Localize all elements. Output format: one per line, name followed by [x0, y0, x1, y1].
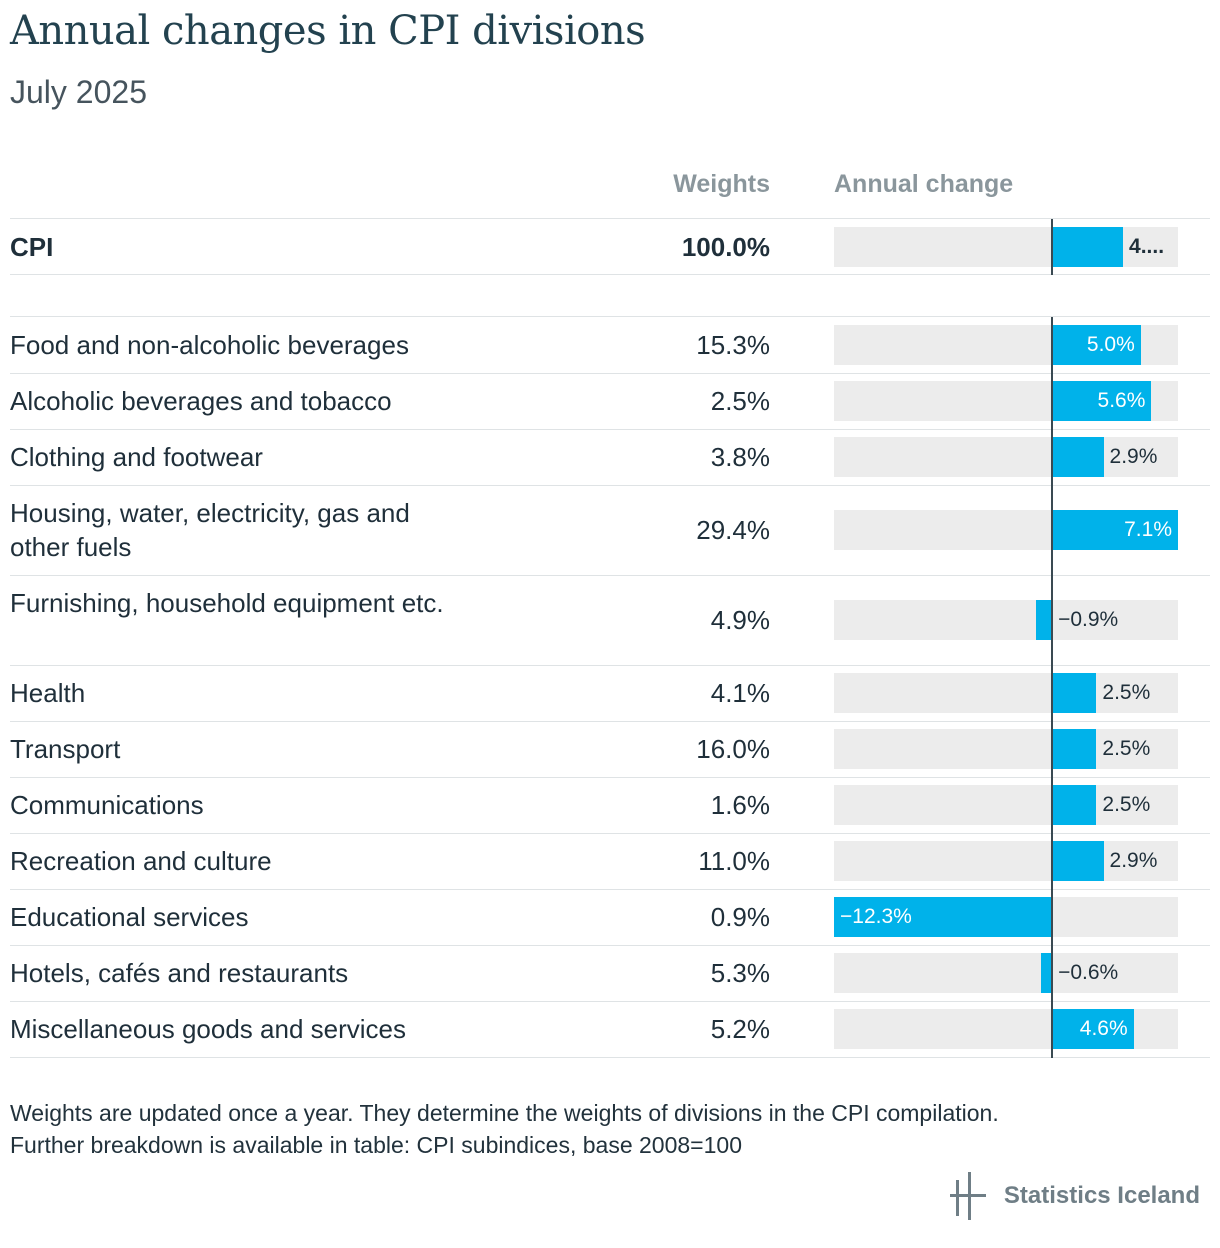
bar-value-label: −12.3%: [840, 905, 912, 928]
row-weight: 5.2%: [710, 1014, 770, 1044]
row-weight: 29.4%: [696, 515, 770, 545]
chart-title: Annual changes in CPI divisions: [10, 8, 646, 54]
row-divider: [10, 274, 1210, 275]
row-divider: [10, 833, 1210, 834]
bar-track: 2.5%: [834, 729, 1178, 769]
bar-track: −12.3%: [834, 897, 1178, 937]
row-divider: [10, 218, 1210, 219]
bar: [1052, 510, 1178, 550]
bar-track: 2.5%: [834, 673, 1178, 713]
bar-track: 4....: [834, 227, 1178, 267]
bar: [834, 897, 1053, 937]
bar-value-label: 7.1%: [1124, 518, 1172, 541]
bar: [1052, 325, 1141, 365]
bar: [1036, 600, 1053, 640]
bar-track: 2.9%: [834, 437, 1178, 477]
bar-track: −0.9%: [834, 600, 1178, 640]
bar: [1052, 381, 1152, 421]
row-label: Housing, water, electricity, gas and oth…: [10, 498, 410, 562]
row-label: Recreation and culture: [10, 846, 272, 876]
bar-value-label: 2.5%: [1102, 793, 1151, 816]
bar-value-label: 5.6%: [1097, 389, 1146, 412]
row-divider: [10, 429, 1210, 430]
row-divider: [10, 1057, 1210, 1058]
bar-value-label: 4....: [1129, 235, 1165, 258]
brand-logo: Statistics Iceland: [949, 1170, 1200, 1222]
row-label: Health: [10, 678, 86, 708]
bar-value-label: −0.6%: [1058, 961, 1119, 984]
bar: [1052, 785, 1097, 825]
bar-value-label: 4.6%: [1079, 1017, 1128, 1040]
row-label: Alcoholic beverages and tobacco: [10, 386, 392, 416]
chart-subtitle: July 2025: [10, 74, 147, 110]
row-label: Communications: [10, 790, 204, 820]
row-weight: 4.1%: [710, 678, 770, 708]
row-label: Educational services: [10, 902, 249, 932]
brand-name: Statistics Iceland: [1003, 1182, 1200, 1209]
row-label: Hotels, cafés and restaurants: [10, 958, 349, 988]
row-weight: 4.9%: [710, 605, 770, 635]
row-weight: 0.9%: [710, 902, 770, 932]
zero-axis-line: [1051, 219, 1054, 275]
weights-column-header: Weights: [673, 170, 770, 198]
row-weight: 16.0%: [696, 734, 770, 764]
row-divider: [10, 373, 1210, 374]
summary-row-weight: 100.0%: [681, 232, 770, 262]
row-divider: [10, 665, 1210, 666]
bar: [1052, 437, 1104, 477]
row-weight: 1.6%: [710, 790, 770, 820]
bar-value-label: −0.9%: [1058, 608, 1119, 631]
bar-value-label: 2.9%: [1109, 445, 1158, 468]
row-label: Transport: [10, 734, 121, 764]
bar-track: 2.9%: [834, 841, 1178, 881]
row-weight: 15.3%: [696, 330, 770, 360]
annual-change-column-header: Annual change: [834, 170, 1014, 198]
row-label: Food and non-alcoholic beverages: [10, 330, 409, 360]
row-divider: [10, 945, 1210, 946]
bar: [1052, 673, 1097, 713]
row-weight: 11.0%: [698, 846, 770, 876]
bar-value-label: 2.9%: [1109, 849, 1158, 872]
bar-value-label: 2.5%: [1102, 737, 1151, 760]
row-divider: [10, 777, 1210, 778]
row-divider: [10, 575, 1210, 576]
summary-row-label: CPI: [10, 232, 54, 262]
zero-axis-line: [1051, 317, 1054, 1058]
bar: [1052, 1009, 1134, 1049]
row-divider: [10, 316, 1210, 317]
row-divider: [10, 889, 1210, 890]
bar-value-label: 2.5%: [1102, 681, 1151, 704]
footnote-weights: Weights are updated once a year. They de…: [10, 1100, 999, 1126]
row-divider: [10, 721, 1210, 722]
bar-track: 7.1%: [834, 510, 1178, 550]
row-weight: 3.8%: [710, 442, 770, 472]
row-divider: [10, 1001, 1210, 1002]
bar: [1052, 227, 1124, 267]
bar-track: 5.6%: [834, 381, 1178, 421]
row-divider: [10, 485, 1210, 486]
row-label: Miscellaneous goods and services: [10, 1014, 406, 1044]
bar: [1052, 841, 1104, 881]
bar-track: −0.6%: [834, 953, 1178, 993]
bar-track: 2.5%: [834, 785, 1178, 825]
bar-track: 4.6%: [834, 1009, 1178, 1049]
bar-value-label: 5.0%: [1086, 333, 1135, 356]
row-weight: 5.3%: [710, 958, 770, 988]
bar: [1041, 953, 1053, 993]
footnote-breakdown: Further breakdown is available in table:…: [10, 1132, 742, 1158]
bar: [1052, 729, 1097, 769]
row-label: Furnishing, household equipment etc.: [10, 588, 444, 618]
bar-track: 5.0%: [834, 325, 1178, 365]
row-weight: 2.5%: [710, 386, 770, 416]
statistics-iceland-logo-icon: [949, 1172, 986, 1220]
row-label: Clothing and footwear: [10, 442, 263, 472]
